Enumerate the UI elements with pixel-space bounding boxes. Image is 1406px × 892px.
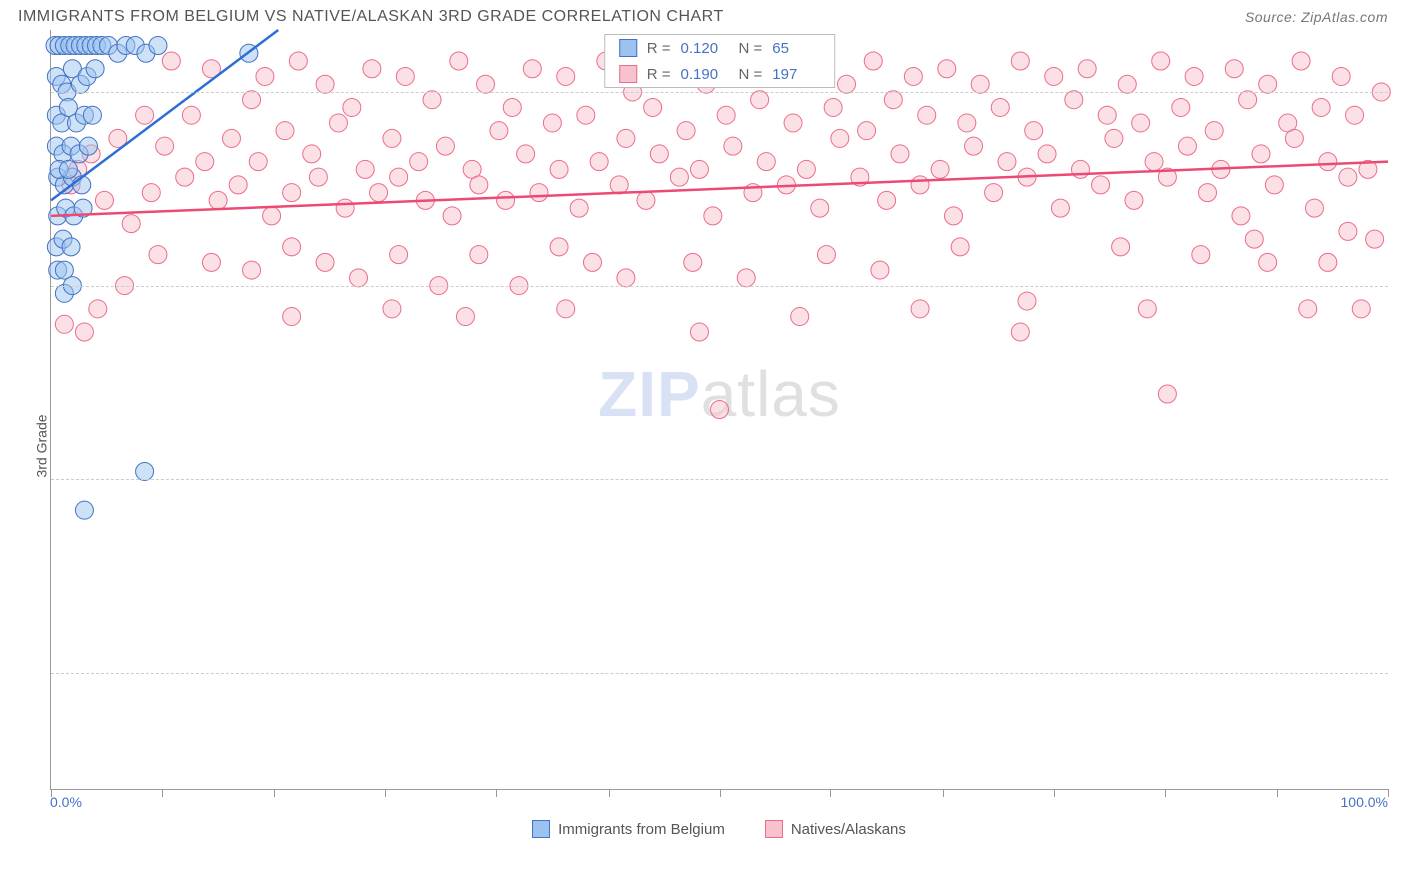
- y-axis-label: 3rd Grade: [34, 414, 50, 477]
- legend-item: Immigrants from Belgium: [532, 820, 725, 838]
- legend-item: Natives/Alaskans: [765, 820, 906, 838]
- title-bar: IMMIGRANTS FROM BELGIUM VS NATIVE/ALASKA…: [0, 0, 1406, 30]
- source-label: Source: ZipAtlas.com: [1245, 9, 1388, 25]
- x-min-label: 0.0%: [50, 794, 82, 810]
- legend-swatch: [532, 820, 550, 838]
- legend-series: Immigrants from Belgium Natives/Alaskans: [50, 818, 1388, 838]
- chart-title: IMMIGRANTS FROM BELGIUM VS NATIVE/ALASKA…: [18, 8, 724, 26]
- scatter-svg: [51, 30, 1388, 789]
- legend-swatch: [765, 820, 783, 838]
- y-tick-label: 97.5%: [1398, 278, 1406, 294]
- legend-correlation: R = 0.120 N = 65 R = 0.190 N = 197: [604, 34, 836, 88]
- chart-plot-area: ZIPatlas R = 0.120 N = 65 R = 0.190 N = …: [50, 30, 1388, 790]
- x-axis-labels: 0.0% 100.0%: [50, 794, 1388, 818]
- legend-row: R = 0.120 N = 65: [605, 35, 835, 61]
- y-tick-label: 92.5%: [1398, 665, 1406, 681]
- x-max-label: 100.0%: [1341, 794, 1388, 810]
- y-tick-label: 95.0%: [1398, 471, 1406, 487]
- y-tick-label: 100.0%: [1398, 84, 1406, 100]
- legend-row: R = 0.190 N = 197: [605, 61, 835, 87]
- legend-swatch: [619, 65, 637, 83]
- legend-swatch: [619, 39, 637, 57]
